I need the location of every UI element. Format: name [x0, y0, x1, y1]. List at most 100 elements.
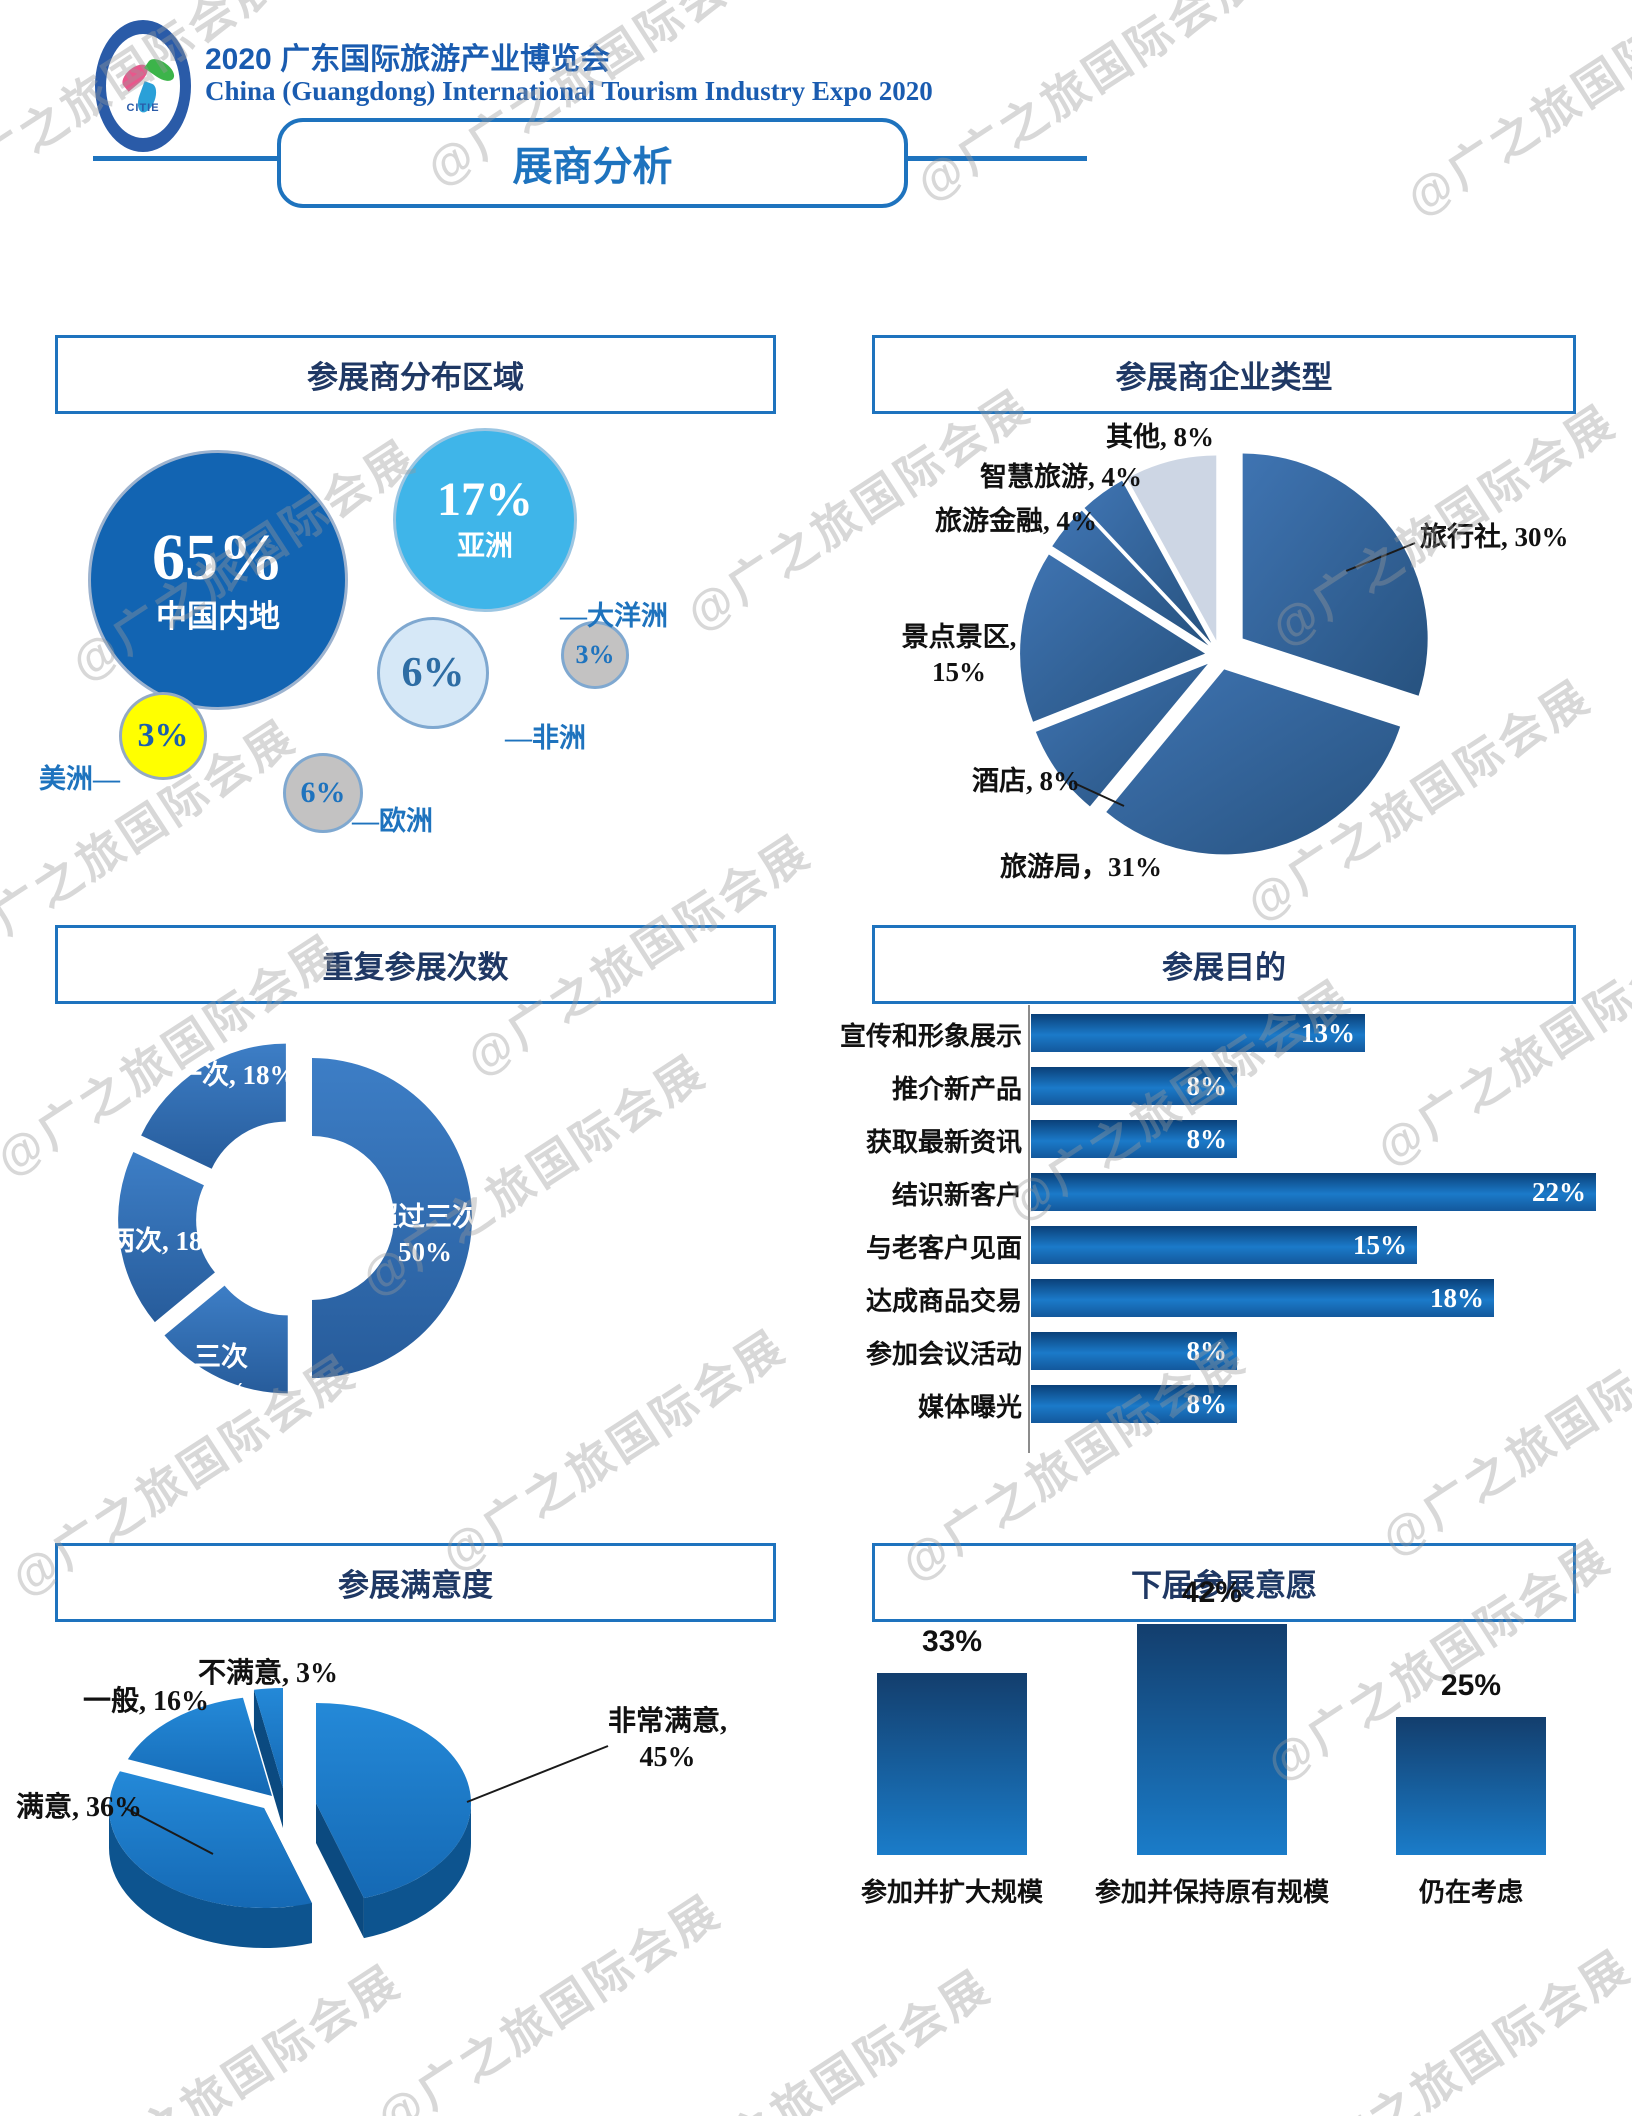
watermark-text: @广之旅国际会展 — [907, 0, 1270, 211]
donut-segment-label: 两次, 18% — [108, 1226, 230, 1256]
bubble-value: 6% — [300, 775, 346, 809]
bar-category-label: 获取最新资讯 — [865, 1128, 1022, 1157]
logo-abbr: CITIE — [126, 102, 160, 114]
bubble-label: 中国内地 — [156, 599, 280, 635]
bubble-label: 亚洲 — [456, 531, 513, 563]
bar-chart-axis — [1028, 1005, 1030, 1453]
section-title-region: 参展商分布区域 — [55, 335, 776, 414]
column-value: 25% — [1440, 1669, 1502, 1702]
pie-slice-label: 酒店, 8% — [972, 766, 1080, 796]
expo-title-cn: 2020 广东国际旅游产业博览会 — [205, 43, 611, 76]
pie3d-side-wall — [253, 1689, 283, 1828]
bar-获取最新资讯: 8% — [1031, 1120, 1237, 1158]
bubble-callout-label: —非洲 — [505, 723, 586, 753]
bar-达成商品交易: 18% — [1031, 1279, 1494, 1317]
bubble-value: 65% — [152, 520, 284, 594]
watermark-text: @广之旅国际会展 — [1372, 1304, 1632, 1566]
pie-slice-label: 景点景区, 15% — [901, 622, 1017, 688]
pie3d-slice-一般 — [127, 1697, 272, 1796]
logo-petal-green-icon — [144, 54, 178, 86]
bar-category-label: 结识新客户 — [891, 1181, 1022, 1210]
bar-参加会议活动: 8% — [1031, 1332, 1237, 1370]
bar-推介新产品: 8% — [1031, 1067, 1237, 1105]
donut-segment-第一次 — [141, 1043, 286, 1169]
section-title-company-type: 参展商企业类型 — [872, 335, 1576, 414]
bubble-callout-label: —大洋洲 — [560, 601, 668, 631]
pie3d-slice-满意 — [108, 1771, 312, 1908]
donut-segment-超过三次 — [312, 1058, 472, 1378]
column-参加并保持原有规模 — [1137, 1624, 1287, 1855]
bar-category-label: 媒体曝光 — [917, 1393, 1022, 1422]
donut-segment-label: 三次 14% — [194, 1342, 248, 1408]
section-title-satisfaction: 参展满意度 — [55, 1543, 776, 1622]
section-title-repeat-times: 重复参展次数 — [55, 925, 776, 1004]
bar-value: 8% — [1186, 1388, 1228, 1419]
repeat-times-donut — [118, 1043, 472, 1394]
bubble-value: 17% — [437, 472, 533, 526]
pie-slice-旅游金融 — [1052, 510, 1209, 646]
pie-slice-label: 旅游局，31% — [1000, 852, 1162, 882]
pie-slice-其他 — [1127, 455, 1217, 641]
bubble-callout-label: —欧洲 — [352, 806, 433, 836]
logo-inner-circle: CITIE — [106, 34, 180, 138]
banner-right-line — [900, 156, 1087, 161]
bubble-europe: 6% — [283, 753, 363, 833]
watermark-text: @广之旅国际会展 — [1397, 0, 1632, 226]
banner-left-line — [93, 156, 277, 161]
pie-slice-景点景区 — [1020, 554, 1206, 722]
expo-title-en: China (Guangdong) International Tourism … — [205, 76, 933, 106]
bubble-value: 3% — [575, 639, 615, 669]
pie-slice-旅行社 — [1242, 453, 1428, 696]
citie-expo-logo: CITIE — [95, 20, 191, 152]
bar-value: 8% — [1186, 1123, 1228, 1154]
pie3d-slice-label: 不满意, 3% — [198, 1658, 339, 1689]
bubble-americas: 3% — [119, 692, 207, 780]
bar-value: 8% — [1186, 1335, 1228, 1366]
bubble-mainland-china: 65% 中国内地 — [88, 450, 348, 710]
pie3d-slice-label: 一般, 16% — [83, 1686, 210, 1717]
bar-与老客户见面: 15% — [1031, 1226, 1417, 1264]
donut-segment-label: 超过三次 50% — [371, 1202, 479, 1268]
bar-value: 22% — [1532, 1176, 1586, 1207]
column-仍在考虑 — [1396, 1717, 1546, 1855]
column-category-label: 参加并扩大规模 — [860, 1878, 1043, 1907]
leader-line — [1345, 542, 1416, 572]
pie-slice-旅游局 — [1106, 669, 1401, 855]
bubble-callout-label: 美洲— — [39, 764, 120, 794]
pie3d-slice-非常满意 — [316, 1703, 471, 1899]
pie3d-slice-不满意 — [253, 1688, 283, 1788]
pie-slice-label: 旅游金融, 4% — [935, 506, 1097, 536]
bubble-africa: 6% — [377, 617, 489, 729]
bubble-oceania: 3% — [561, 621, 629, 689]
bar-value: 18% — [1430, 1282, 1484, 1313]
pie-slice-label: 其他, 8% — [1106, 422, 1214, 452]
pie-slice-label: 旅行社, 30% — [1420, 522, 1569, 552]
bar-value: 15% — [1353, 1229, 1407, 1260]
column-category-label: 仍在考虑 — [1418, 1878, 1523, 1907]
bubble-asia: 17% 亚洲 — [393, 428, 577, 612]
bar-category-label: 宣传和形象展示 — [839, 1022, 1022, 1051]
watermark-text: @广之旅国际会展 — [1277, 1939, 1632, 2116]
bar-结识新客户: 22% — [1031, 1173, 1596, 1211]
bar-宣传和形象展示: 13% — [1031, 1014, 1365, 1052]
pie-slice-label: 智慧旅游, 4% — [980, 462, 1142, 492]
column-value: 42% — [1181, 1576, 1243, 1609]
bar-category-label: 与老客户见面 — [865, 1234, 1022, 1263]
bar-value: 13% — [1301, 1017, 1355, 1048]
column-参加并扩大规模 — [877, 1673, 1027, 1855]
section-title-purpose: 参展目的 — [872, 925, 1576, 1004]
pie3d-slice-label: 非常满意, 45% — [607, 1706, 727, 1774]
pie3d-side-wall — [316, 1803, 364, 1939]
page-title: 展商分析 — [277, 118, 908, 208]
bar-value: 8% — [1186, 1070, 1228, 1101]
company-type-pie — [1020, 453, 1428, 855]
bubble-value: 6% — [401, 649, 465, 696]
pie-slice-酒店 — [1035, 663, 1208, 807]
leader-line — [124, 1807, 214, 1855]
column-category-label: 参加并保持原有规模 — [1094, 1878, 1329, 1907]
leader-line — [1073, 782, 1125, 807]
pie3d-slice-label: 满意, 36% — [16, 1792, 143, 1823]
donut-segment-label: 第一次, 18% — [148, 1060, 297, 1090]
bar-category-label: 参加会议活动 — [865, 1340, 1022, 1369]
